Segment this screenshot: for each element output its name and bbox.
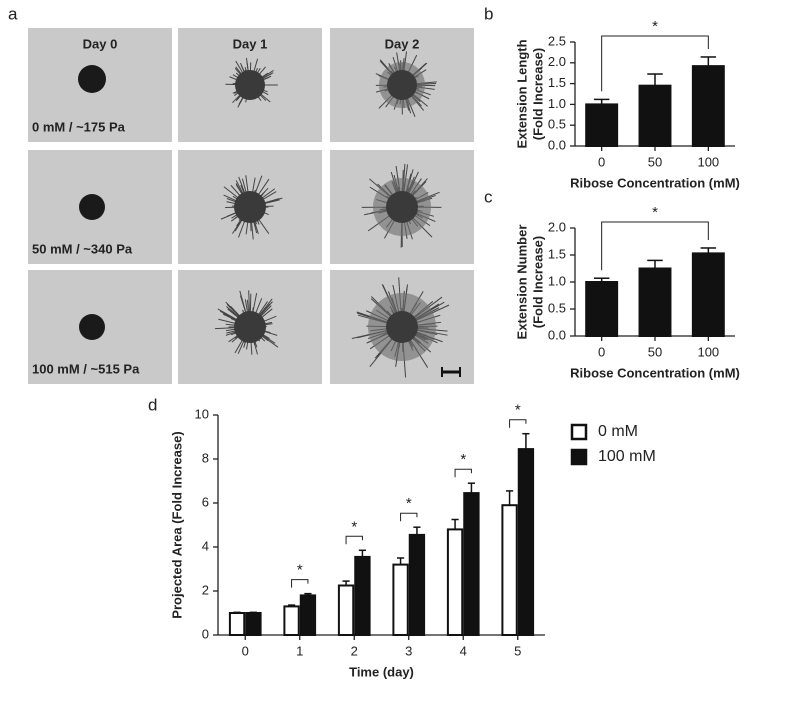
x-tick-label: 2 [351,643,358,658]
significance-label: * [652,204,658,221]
significance-label: * [652,18,658,35]
bar [408,533,426,637]
significance-label: * [515,402,521,419]
panel-label: c [484,187,493,206]
spheroid [234,191,266,223]
significance-label: * [460,451,466,468]
y-tick-label: 6 [202,494,209,509]
spheroid [234,311,266,343]
significance-bracket [345,535,363,545]
x-tick-label: 50 [648,154,662,169]
y-tick-label: 0.0 [548,327,566,342]
panel-label: a [8,4,18,23]
bar [354,555,371,637]
bar [638,84,672,147]
x-tick-label: 3 [405,643,412,658]
bar [585,281,619,337]
x-tick-label: 100 [697,154,719,169]
x-tick-label: 4 [460,643,467,658]
x-axis-label: Time (day) [349,664,414,679]
significance-bracket [509,419,527,428]
legend-swatch [570,448,588,466]
y-axis-label: (Fold Increase) [530,48,545,140]
y-tick-label: 4 [202,538,209,553]
x-axis-label: Ribose Concentration (mM) [570,365,740,380]
y-axis-label: (Fold Increase) [530,236,545,328]
y-tick-label: 0.5 [548,117,566,132]
y-tick-label: 2.0 [548,219,566,234]
significance-label: * [351,518,357,535]
x-tick-label: 0 [598,154,605,169]
x-tick-label: 100 [697,344,719,359]
y-tick-label: 2.5 [548,33,566,48]
panel-label: b [484,4,493,23]
x-tick-label: 1 [296,643,303,658]
significance-bracket [454,468,472,478]
spheroid [235,70,265,100]
bar [517,448,535,636]
row-label: 0 mM / ~175 Pa [32,119,126,134]
x-tick-label: 50 [648,344,662,359]
column-label: Day 1 [233,36,268,51]
significance-label: * [297,562,303,579]
y-tick-label: 2 [202,582,209,597]
y-tick-label: 1.5 [548,246,566,261]
y-tick-label: 0 [202,626,209,641]
y-tick-label: 10 [195,406,209,421]
y-tick-label: 2.0 [548,54,566,69]
spheroid [79,314,105,340]
significance-label: * [406,495,412,512]
significance-bracket [601,35,709,92]
image-grid: Day 0 Day 1 Day 2 0 mM / ~175 Pa 50 mM / ~34… [28,28,474,384]
bar [463,492,480,636]
bar [691,65,725,147]
bar [585,103,619,147]
column-label: Day 0 [83,36,118,51]
row-label: 100 mM / ~515 Pa [32,361,140,376]
y-tick-label: 1.0 [548,96,566,111]
spheroid [386,311,418,343]
significance-bracket [400,512,418,522]
x-tick-label: 0 [242,643,249,658]
bar [299,594,317,637]
y-tick-label: 8 [202,450,209,465]
significance-bracket [291,579,309,588]
y-tick-label: 1.0 [548,273,566,288]
y-axis-label: Extension Number [514,225,529,340]
spheroid [78,65,106,93]
y-tick-label: 0.0 [548,137,566,152]
significance-bracket [601,221,709,271]
bar [337,584,355,636]
y-tick-label: 0.5 [548,300,566,315]
y-tick-label: 1.5 [548,75,566,90]
bar [446,528,464,637]
spheroid [79,194,105,220]
legend-swatch [570,423,588,441]
bar [228,612,246,636]
bar [501,504,518,637]
bar [638,267,672,337]
y-axis-label: Extension Length [514,39,529,148]
spheroid [386,191,418,223]
legend-label: 0 mM [598,423,638,440]
bar [245,612,262,636]
bar [691,252,725,338]
column-label: Day 2 [385,36,420,51]
panel-label: d [148,395,157,414]
x-tick-label: 0 [598,344,605,359]
bar [392,563,409,636]
bar [283,605,300,637]
spheroid [387,70,417,100]
row-label: 50 mM / ~340 Pa [32,241,133,256]
x-axis-label: Ribose Concentration (mM) [570,175,740,190]
x-tick-label: 5 [514,643,521,658]
legend-label: 100 mM [598,448,656,465]
y-axis-label: Projected Area (Fold Increase) [169,431,184,618]
